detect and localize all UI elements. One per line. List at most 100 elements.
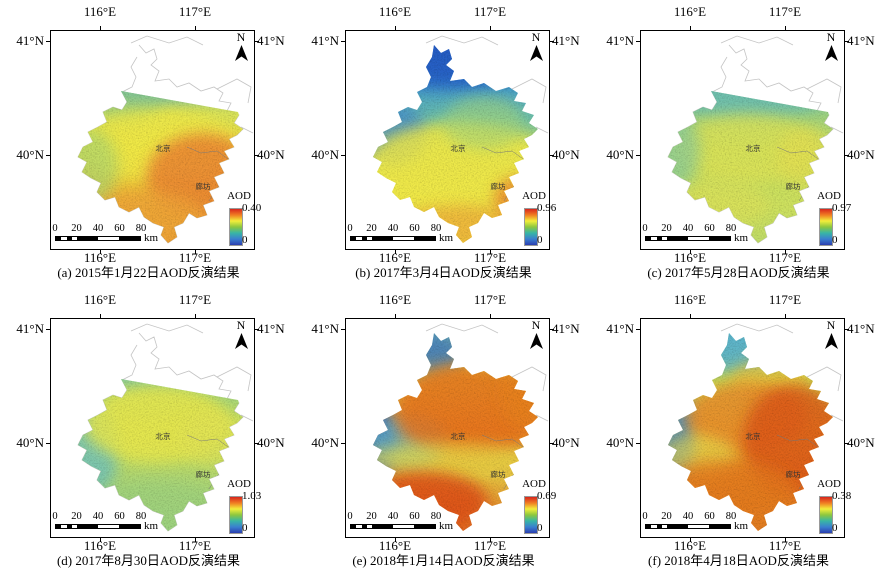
beijing-label: 北京 bbox=[746, 431, 761, 441]
tick-mark bbox=[550, 443, 554, 444]
lat-label-left-40n: 40°N bbox=[606, 435, 634, 450]
scalebar-tick: 60 bbox=[409, 223, 420, 234]
colorbar-max-value: 0.40 bbox=[242, 202, 262, 214]
scale-bar: 0 20 40 60 80 km bbox=[52, 511, 174, 535]
colorbar-min-value: 0 bbox=[832, 522, 838, 534]
scalebar-tick: 20 bbox=[661, 223, 672, 234]
lat-label-right-40n: 40°N bbox=[257, 435, 285, 450]
tick-mark bbox=[636, 443, 640, 444]
lat-label-right-40n: 40°N bbox=[257, 147, 285, 162]
scalebar-tick: 60 bbox=[114, 511, 125, 522]
scalebar-tick: 20 bbox=[71, 223, 82, 234]
colorbar-gradient bbox=[229, 496, 243, 534]
tick-mark bbox=[46, 443, 50, 444]
scalebar-tick: 20 bbox=[71, 511, 82, 522]
north-arrow: N bbox=[232, 319, 250, 349]
colorbar-title: AOD bbox=[817, 478, 841, 490]
aod-panel: 116°E 117°E 116°E 117°E 41°N 40°N 41°N 4… bbox=[590, 0, 887, 289]
lon-label-top-right: 117°E bbox=[768, 292, 802, 307]
colorbar-max-value: 0.38 bbox=[832, 490, 852, 502]
tick-mark bbox=[395, 250, 396, 254]
tick-mark bbox=[845, 155, 849, 156]
lat-label-right-41n: 41°N bbox=[552, 33, 580, 48]
north-arrow: N bbox=[822, 319, 840, 349]
scalebar-tick: 40 bbox=[682, 223, 694, 234]
north-label: N bbox=[236, 318, 246, 332]
lon-label-top-left: 116°E bbox=[378, 292, 412, 307]
lat-label-right-41n: 41°N bbox=[847, 33, 875, 48]
tick-mark bbox=[690, 26, 691, 30]
tick-mark bbox=[490, 26, 491, 30]
scalebar-unit: km bbox=[144, 232, 159, 244]
scalebar-tick: 60 bbox=[704, 223, 715, 234]
map-frame: 北京 廊坊 N AOD 1.03 0 0 bbox=[46, 314, 261, 542]
scalebar-bar bbox=[350, 524, 436, 529]
lon-label-top-left: 116°E bbox=[83, 4, 117, 19]
colorbar: AOD 0.96 0 bbox=[516, 190, 556, 248]
panel-caption: (a) 2015年1月22日AOD反演结果 bbox=[57, 265, 240, 280]
tick-mark bbox=[341, 41, 345, 42]
aod-map: 北京 廊坊 bbox=[346, 319, 549, 537]
lat-label-right-40n: 40°N bbox=[847, 435, 875, 450]
lat-label-left-40n: 40°N bbox=[16, 435, 44, 450]
north-arrow-icon bbox=[234, 45, 248, 61]
north-arrow-icon bbox=[529, 45, 543, 61]
lat-label-right-40n: 40°N bbox=[552, 435, 580, 450]
tick-mark bbox=[785, 538, 786, 542]
aod-panel: 116°E 117°E 116°E 117°E 41°N 40°N 41°N 4… bbox=[0, 0, 297, 289]
lat-label-right-41n: 41°N bbox=[847, 321, 875, 336]
colorbar-gradient bbox=[524, 496, 538, 534]
tick-mark bbox=[195, 314, 196, 318]
langfang-label: 廊坊 bbox=[491, 181, 506, 191]
tick-mark bbox=[341, 329, 345, 330]
lat-label-right-41n: 41°N bbox=[552, 321, 580, 336]
north-label: N bbox=[531, 30, 541, 44]
lon-label-top-left: 116°E bbox=[378, 4, 412, 19]
north-label: N bbox=[236, 30, 246, 44]
lon-label-bottom-right: 117°E bbox=[473, 250, 507, 265]
lon-label-bottom-left: 116°E bbox=[673, 250, 707, 265]
tick-mark bbox=[255, 155, 259, 156]
scale-bar: 0 20 40 60 80 km bbox=[52, 223, 174, 247]
langfang-label: 廊坊 bbox=[491, 469, 506, 479]
langfang-label: 廊坊 bbox=[196, 181, 211, 191]
scalebar-tick: 40 bbox=[387, 511, 399, 522]
scalebar-bar bbox=[55, 236, 141, 241]
langfang-label: 廊坊 bbox=[196, 469, 211, 479]
colorbar: AOD 1.03 0 bbox=[221, 478, 261, 536]
colorbar-title: AOD bbox=[817, 190, 841, 202]
tick-mark bbox=[845, 443, 849, 444]
lat-label-left-41n: 41°N bbox=[606, 33, 634, 48]
beijing-label: 北京 bbox=[746, 143, 761, 153]
colorbar-gradient bbox=[819, 496, 833, 534]
tick-mark bbox=[341, 443, 345, 444]
lon-label-bottom-right: 117°E bbox=[473, 538, 507, 553]
scalebar-tick: 80 bbox=[135, 511, 147, 522]
tick-mark bbox=[46, 155, 50, 156]
tick-mark bbox=[690, 538, 691, 542]
scalebar-tick: 40 bbox=[92, 223, 104, 234]
tick-mark bbox=[550, 41, 554, 42]
map-frame: 北京 廊坊 N AOD 0.97 0 0 bbox=[636, 26, 851, 254]
scalebar-unit: km bbox=[439, 232, 454, 244]
scalebar-bar bbox=[350, 236, 436, 241]
colorbar-title: AOD bbox=[227, 478, 251, 490]
tick-mark bbox=[255, 329, 259, 330]
aod-map: 北京 廊坊 bbox=[641, 31, 844, 249]
north-arrow: N bbox=[822, 31, 840, 61]
tick-mark bbox=[490, 250, 491, 254]
scalebar-tick: 0 bbox=[52, 511, 58, 522]
north-arrow-icon bbox=[234, 333, 248, 349]
tick-mark bbox=[341, 155, 345, 156]
aod-panel: 116°E 117°E 116°E 117°E 41°N 40°N 41°N 4… bbox=[0, 288, 297, 577]
lon-label-top-left: 116°E bbox=[673, 4, 707, 19]
tick-mark bbox=[395, 314, 396, 318]
scalebar-tick: 80 bbox=[725, 511, 737, 522]
map-frame: 北京 廊坊 N AOD 0.38 0 0 bbox=[636, 314, 851, 542]
scalebar-tick: 40 bbox=[92, 511, 104, 522]
tick-mark bbox=[550, 155, 554, 156]
scalebar-tick: 80 bbox=[135, 223, 147, 234]
lon-label-top-right: 117°E bbox=[768, 4, 802, 19]
